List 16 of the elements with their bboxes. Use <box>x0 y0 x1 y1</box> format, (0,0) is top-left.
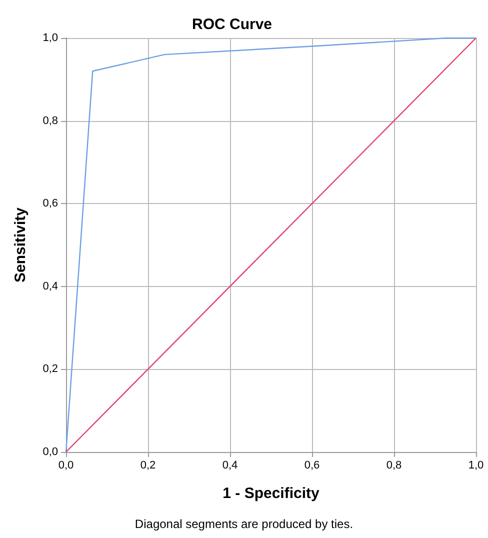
y-tick-label: 0,0 <box>42 446 58 458</box>
chart-title: ROC Curve <box>192 16 272 33</box>
x-tick-label: 1,0 <box>468 460 484 472</box>
y-axis-title: Sensitivity <box>12 206 29 283</box>
y-tick-label: 0,4 <box>42 280 58 292</box>
x-tick-label: 0,8 <box>386 460 402 472</box>
x-tick-label: 0,6 <box>304 460 320 472</box>
x-tick-label: 0,2 <box>140 460 156 472</box>
text: Diagonal segments are produced by ties. <box>134 517 354 531</box>
x-tick-label: 0,0 <box>58 460 74 472</box>
y-tick-label: 0,6 <box>42 198 58 210</box>
x-tick-label: 0,4 <box>222 460 238 472</box>
y-tick-label: 0,2 <box>42 363 58 376</box>
x-axis-title: 1 - Specificity <box>222 485 320 502</box>
y-tick-label: 0,8 <box>42 114 58 127</box>
y-tick-label: 1,0 <box>42 32 58 44</box>
